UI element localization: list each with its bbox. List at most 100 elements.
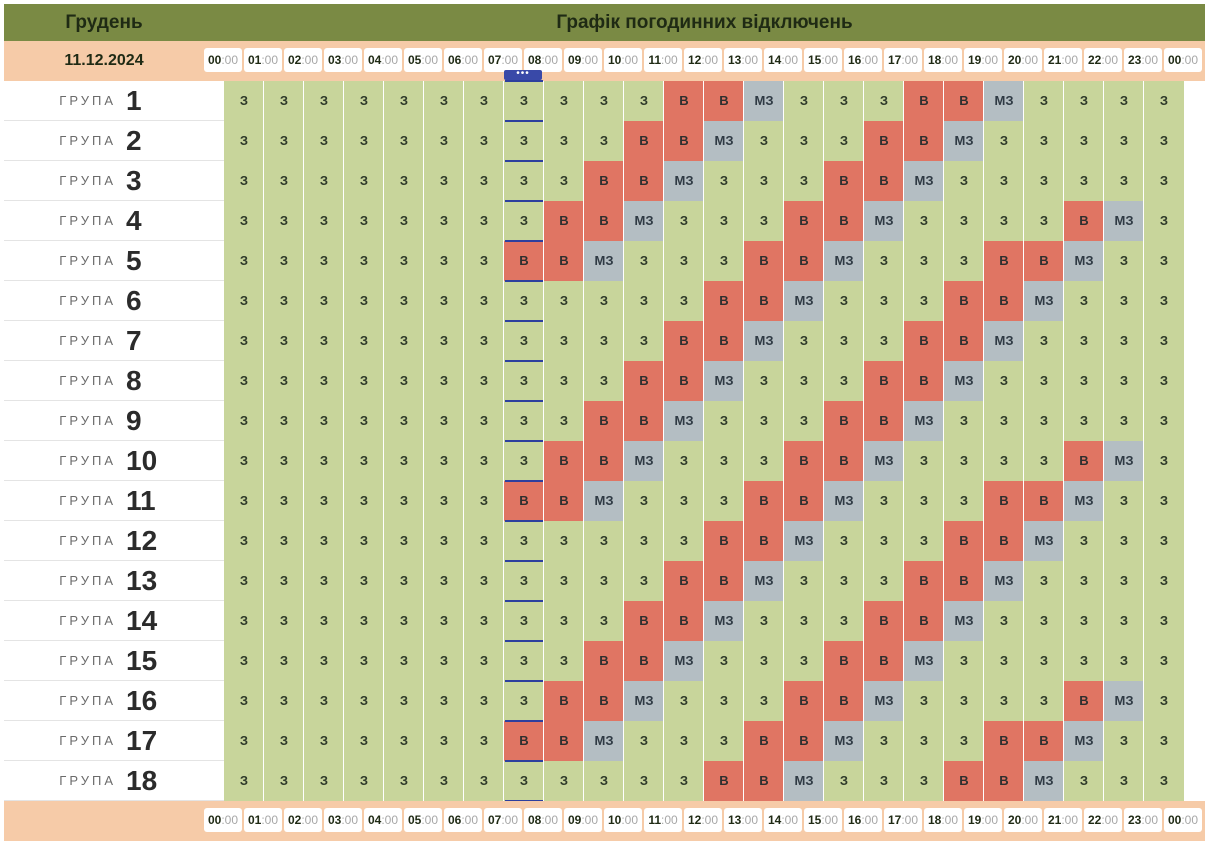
hour-minutes: :00 — [701, 53, 719, 67]
schedule-cell: З — [1024, 441, 1064, 481]
schedule-cell: МЗ — [904, 641, 944, 681]
group-label-12: ГРУПА 12 — [4, 521, 224, 561]
schedule-cell: З — [984, 361, 1024, 401]
group-label-7: ГРУПА 7 — [4, 321, 224, 361]
schedule-cell: З — [624, 281, 664, 321]
hour-minutes: :00 — [501, 813, 519, 827]
schedule-cell: В — [624, 361, 664, 401]
schedule-cell: МЗ — [744, 321, 784, 361]
schedule-cell: З — [344, 121, 384, 161]
top-hour-15: 15:00 — [804, 48, 842, 72]
schedule-cell: В — [824, 201, 864, 241]
schedule-cell: З — [984, 161, 1024, 201]
hour-number: 03 — [327, 813, 342, 827]
schedule-cell: З — [1144, 361, 1184, 401]
schedule-cell: МЗ — [1064, 481, 1104, 521]
group-word: ГРУПА — [59, 733, 116, 748]
schedule-cell: З — [1024, 561, 1064, 601]
schedule-cell: З — [504, 681, 544, 721]
group-number: 6 — [126, 285, 142, 316]
group-number: 18 — [126, 765, 158, 796]
schedule-cell: З — [584, 121, 624, 161]
schedule-cell: З — [904, 681, 944, 721]
schedule-cell: З — [824, 321, 864, 361]
group-number: 3 — [126, 165, 142, 196]
group-label-2: ГРУПА 2 — [4, 121, 224, 161]
schedule-cell: З — [344, 241, 384, 281]
schedule-cell: МЗ — [944, 601, 984, 641]
hour-number: 17 — [887, 53, 902, 67]
top-hour-2: 02:00 — [284, 48, 322, 72]
top-hour-11: 11:00 — [644, 48, 682, 72]
hour-minutes: :00 — [221, 813, 239, 827]
schedule-cell: З — [464, 281, 504, 321]
hour-number: 06 — [447, 53, 462, 67]
schedule-cell: З — [824, 361, 864, 401]
current-hour-line — [505, 600, 543, 602]
schedule-cell: З — [424, 161, 464, 201]
schedule-cell: З — [1144, 201, 1184, 241]
schedule-cell: В — [904, 561, 944, 601]
schedule-cell: В — [784, 441, 824, 481]
hour-number: 21 — [1047, 53, 1062, 67]
top-hour-18: 18:00 — [924, 48, 962, 72]
hour-number: 08 — [527, 813, 542, 827]
hour-minutes: :00 — [1141, 53, 1159, 67]
schedule-cell: З — [824, 121, 864, 161]
schedule-cell: В — [984, 281, 1024, 321]
schedule-cell: З — [584, 521, 624, 561]
group-label-10: ГРУПА 10 — [4, 441, 224, 481]
hour-number: 20 — [1007, 813, 1022, 827]
schedule-cell: В — [544, 481, 584, 521]
schedule-cell: МЗ — [584, 721, 624, 761]
schedule-cell: З — [504, 441, 544, 481]
hour-number: 03 — [327, 53, 342, 67]
schedule-cell: З — [464, 361, 504, 401]
schedule-cell: МЗ — [704, 361, 744, 401]
schedule-cell: З — [1024, 161, 1064, 201]
schedule-cell: З — [304, 561, 344, 601]
schedule-cell: З — [864, 761, 904, 801]
hour-minutes: :00 — [541, 813, 559, 827]
bottom-hour-10: 10:00 — [604, 808, 642, 832]
hour-number: 16 — [847, 813, 862, 827]
date-label[interactable]: 11.12.2024 — [64, 52, 144, 69]
grid-divider — [303, 81, 304, 801]
schedule-cell: З — [344, 601, 384, 641]
schedule-cell: В — [824, 681, 864, 721]
hour-number: 16 — [847, 53, 862, 67]
group-word: ГРУПА — [59, 293, 116, 308]
hour-header-bottom: 00:00 01:00 02:00 03:00 04:00 05:00 06:00 07:00… — [4, 801, 1205, 841]
top-hour-8: 08:00 — [524, 48, 562, 72]
schedule-cell: З — [1064, 121, 1104, 161]
schedule-cell: З — [704, 721, 744, 761]
hour-number: 23 — [1127, 53, 1142, 67]
schedule-cell: З — [1024, 361, 1064, 401]
schedule-cell: З — [344, 561, 384, 601]
schedule-cell: З — [1144, 401, 1184, 441]
hour-minutes: :00 — [541, 53, 559, 67]
schedule-cell: МЗ — [704, 601, 744, 641]
schedule-cell: З — [1104, 321, 1144, 361]
hour-number: 00 — [1167, 53, 1182, 67]
schedule-cell: З — [344, 761, 384, 801]
grid-divider — [703, 81, 704, 801]
schedule-cell: З — [464, 201, 504, 241]
schedule-cell: З — [424, 201, 464, 241]
hour-minutes: :00 — [381, 53, 399, 67]
schedule-cell: В — [1064, 201, 1104, 241]
schedule-cell: В — [864, 401, 904, 441]
schedule-cell: В — [824, 161, 864, 201]
hour-number: 02 — [287, 53, 302, 67]
schedule-cell: В — [544, 201, 584, 241]
schedule-cell: З — [984, 401, 1024, 441]
schedule-cell: З — [504, 641, 544, 681]
hour-number: 10 — [607, 813, 622, 827]
schedule-cell: З — [1064, 161, 1104, 201]
schedule-cell: З — [704, 201, 744, 241]
schedule-cell: В — [984, 521, 1024, 561]
hour-number: 08 — [527, 53, 542, 67]
schedule-cell: В — [944, 321, 984, 361]
schedule-cell: МЗ — [984, 561, 1024, 601]
hour-number: 04 — [367, 813, 382, 827]
